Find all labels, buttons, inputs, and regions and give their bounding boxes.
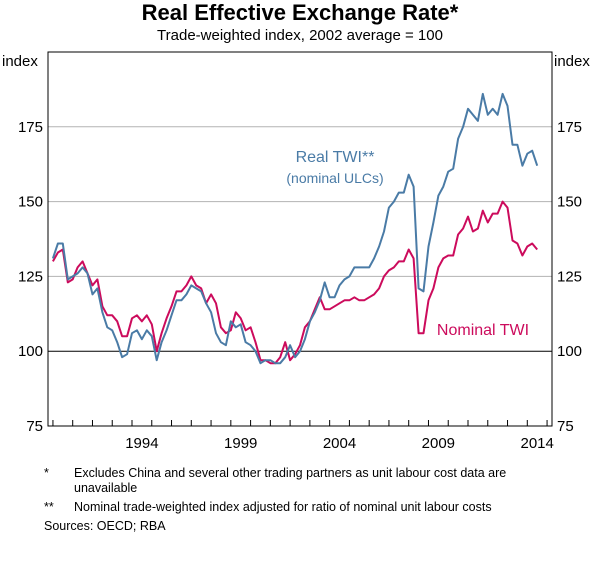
tick-layer: 75 75 100 100 125 125 150 150 175 175 1994 1999 2004…: [18, 119, 582, 452]
footnote-mark: *: [44, 466, 49, 480]
y-tick-label-right: 175: [557, 119, 582, 136]
y-tick-label-left: 175: [18, 119, 43, 136]
y-tick-label-right: 100: [557, 343, 582, 360]
sources: Sources: OECD; RBA: [44, 519, 166, 533]
y-tick-label-right: 125: [557, 268, 582, 285]
series-layer: [51, 92, 539, 365]
y-tick-label-left: 75: [26, 418, 43, 435]
footnote-mark: **: [44, 500, 54, 514]
y-tick-label-left: 125: [18, 268, 43, 285]
legend-nominal-twi: Nominal TWI: [437, 322, 529, 339]
y-axis-left-label: index: [2, 53, 38, 70]
footnote-text: Nominal trade-weighted index adjusted fo…: [74, 500, 492, 514]
chart-title: Real Effective Exchange Rate*: [141, 0, 459, 25]
legend-real-twi-sub: (nominal ULCs): [286, 170, 383, 186]
series-line-real-twi: [51, 92, 539, 365]
footnote: ** Nominal trade-weighted index adjusted…: [44, 500, 584, 515]
y-tick-label-left: 150: [18, 194, 43, 211]
x-tick-label: 2004: [323, 435, 356, 452]
x-tick-label: 2014: [520, 435, 553, 452]
x-tick-label: 1999: [224, 435, 257, 452]
footnotes: * Excludes China and several other tradi…: [44, 466, 584, 534]
footnote-text: Excludes China and several other trading…: [74, 466, 507, 495]
x-tick-label: 1994: [125, 435, 158, 452]
chart-subtitle: Trade-weighted index, 2002 average = 100: [157, 27, 443, 44]
y-axis-right-label: index: [554, 53, 590, 70]
x-tick-label: 2009: [422, 435, 455, 452]
footnote: * Excludes China and several other tradi…: [44, 466, 584, 496]
plot-frame: [47, 51, 553, 427]
series-line-nominal-twi: [52, 200, 538, 365]
y-tick-label-right: 75: [557, 418, 574, 435]
legend-real-twi: Real TWI**: [296, 149, 375, 166]
y-tick-label-left: 100: [18, 343, 43, 360]
y-tick-label-right: 150: [557, 194, 582, 211]
